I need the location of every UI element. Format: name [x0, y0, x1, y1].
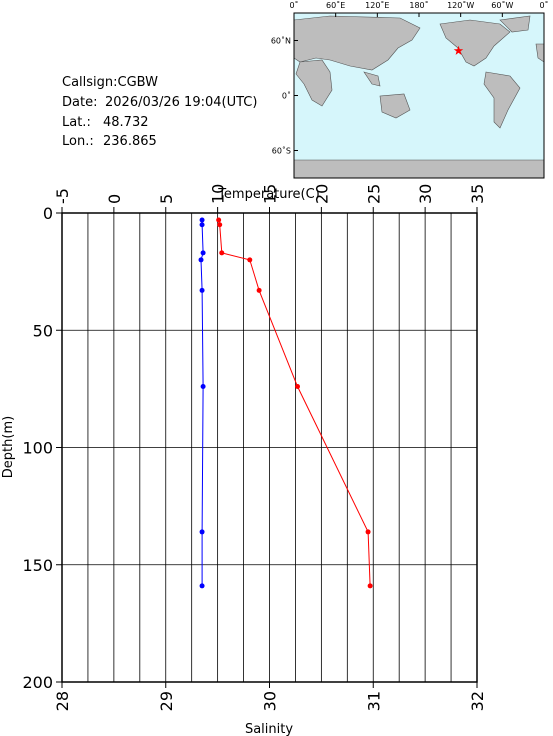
map-x-tick-label: 60˚E	[326, 0, 345, 10]
bottom-tick-label: 28	[53, 691, 72, 711]
profile-point	[198, 257, 204, 263]
profile-point	[256, 287, 262, 293]
map-x-tick-label: 180˚	[409, 0, 428, 10]
lat-label: Lat.:	[62, 115, 91, 130]
profile-point	[199, 217, 205, 223]
date-label: Date:	[62, 95, 97, 110]
profile-point	[367, 583, 373, 589]
station-marker	[453, 45, 464, 55]
map-x-tick-label: 0˚	[289, 0, 298, 10]
profile-point	[365, 529, 371, 535]
top-tick-label: -5	[53, 188, 72, 204]
bottom-tick-label: 29	[157, 691, 176, 711]
callsign: Callsign:CGBW	[62, 75, 158, 90]
top-tick-label: 25	[364, 184, 383, 204]
top-tick-label: 30	[416, 184, 435, 204]
lon-label: Lon.:	[62, 134, 94, 149]
profile-point	[216, 217, 222, 223]
map-x-tick-label: 60˚W	[491, 0, 513, 10]
profile-line	[218, 219, 371, 586]
lon: 236.865	[103, 134, 157, 149]
land	[293, 15, 545, 179]
y-tick-label: 100	[22, 439, 53, 458]
profile-point	[217, 222, 223, 228]
profile-point	[219, 250, 225, 256]
y-tick-label: 0	[43, 204, 53, 223]
top-tick-label: 35	[468, 184, 487, 204]
map	[293, 12, 545, 179]
date: 2026/03/26 19:04(UTC)	[105, 95, 257, 110]
top-axis-title: Temperature(C)	[217, 187, 320, 202]
map-x-tick-label: 120˚E	[365, 0, 389, 10]
top-tick-label: 10	[209, 184, 228, 204]
lat: 48.732	[103, 115, 149, 130]
top-tick-label: 20	[312, 184, 331, 204]
map-x-tick-label: 120˚W	[447, 0, 474, 10]
top-tick-label: 0	[105, 194, 124, 204]
bottom-tick-label: 31	[364, 691, 383, 711]
profile-point	[199, 287, 205, 293]
profile-point	[199, 222, 205, 228]
y-tick-label: 200	[22, 673, 53, 692]
y-axis-title: Depth(m)	[1, 416, 16, 478]
map-y-tick-label: 60˚S	[272, 146, 291, 156]
bottom-tick-label: 30	[261, 691, 280, 711]
map-y-tick-label: 0˚	[282, 91, 291, 101]
y-tick-label: 150	[22, 556, 53, 575]
profile-point	[200, 250, 206, 256]
profile-point	[295, 384, 301, 390]
map-y-tick-label: 60˚N	[271, 36, 291, 46]
profile-line	[200, 220, 204, 586]
profile-point	[200, 384, 206, 390]
bottom-tick-label: 32	[468, 691, 487, 711]
map-x-tick-label: 0˚	[539, 0, 548, 10]
top-tick-label: 15	[261, 184, 280, 204]
y-tick-label: 50	[33, 321, 53, 340]
profile-point	[247, 257, 253, 263]
bottom-axis-title: Salinity	[245, 722, 293, 736]
profile-point	[199, 529, 205, 535]
profile-point	[199, 583, 205, 589]
top-tick-label: 5	[157, 194, 176, 204]
